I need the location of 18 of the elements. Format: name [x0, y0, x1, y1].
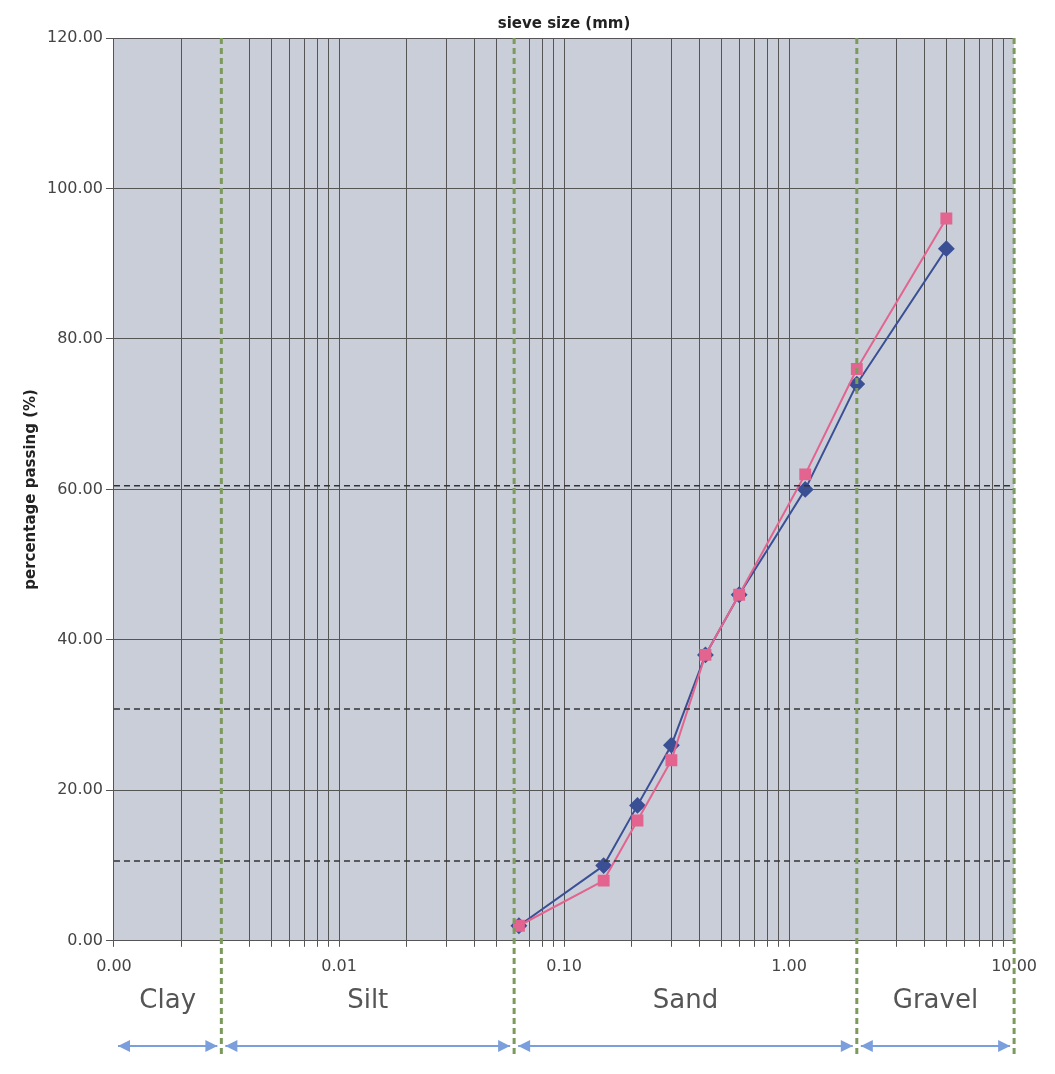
x-tick-label: 10.00 [991, 955, 1037, 975]
y-axis-title: percentage passing (%) [20, 389, 39, 590]
x-axis-title: sieve size (mm) [497, 14, 631, 33]
y-tick-label: 0.00 [67, 929, 103, 949]
text: Gravel [892, 983, 979, 1014]
y-tick-label: 60.00 [57, 478, 103, 498]
y-tick-label: 80.00 [57, 328, 103, 348]
x-tick-label: 1.00 [771, 955, 807, 975]
x-tick-label: 0.00 [96, 955, 132, 975]
text: Sand [652, 983, 719, 1014]
y-tick-label: 100.00 [47, 177, 103, 197]
y-tick-label: 40.00 [57, 629, 103, 649]
y-tick-label: 120.00 [47, 27, 103, 47]
x-tick-label: 0.10 [546, 955, 582, 975]
y-tick-label: 20.00 [57, 779, 103, 799]
text: Silt [347, 983, 389, 1014]
x-tick-label: 0.01 [321, 955, 357, 975]
text: Clay [139, 983, 197, 1014]
